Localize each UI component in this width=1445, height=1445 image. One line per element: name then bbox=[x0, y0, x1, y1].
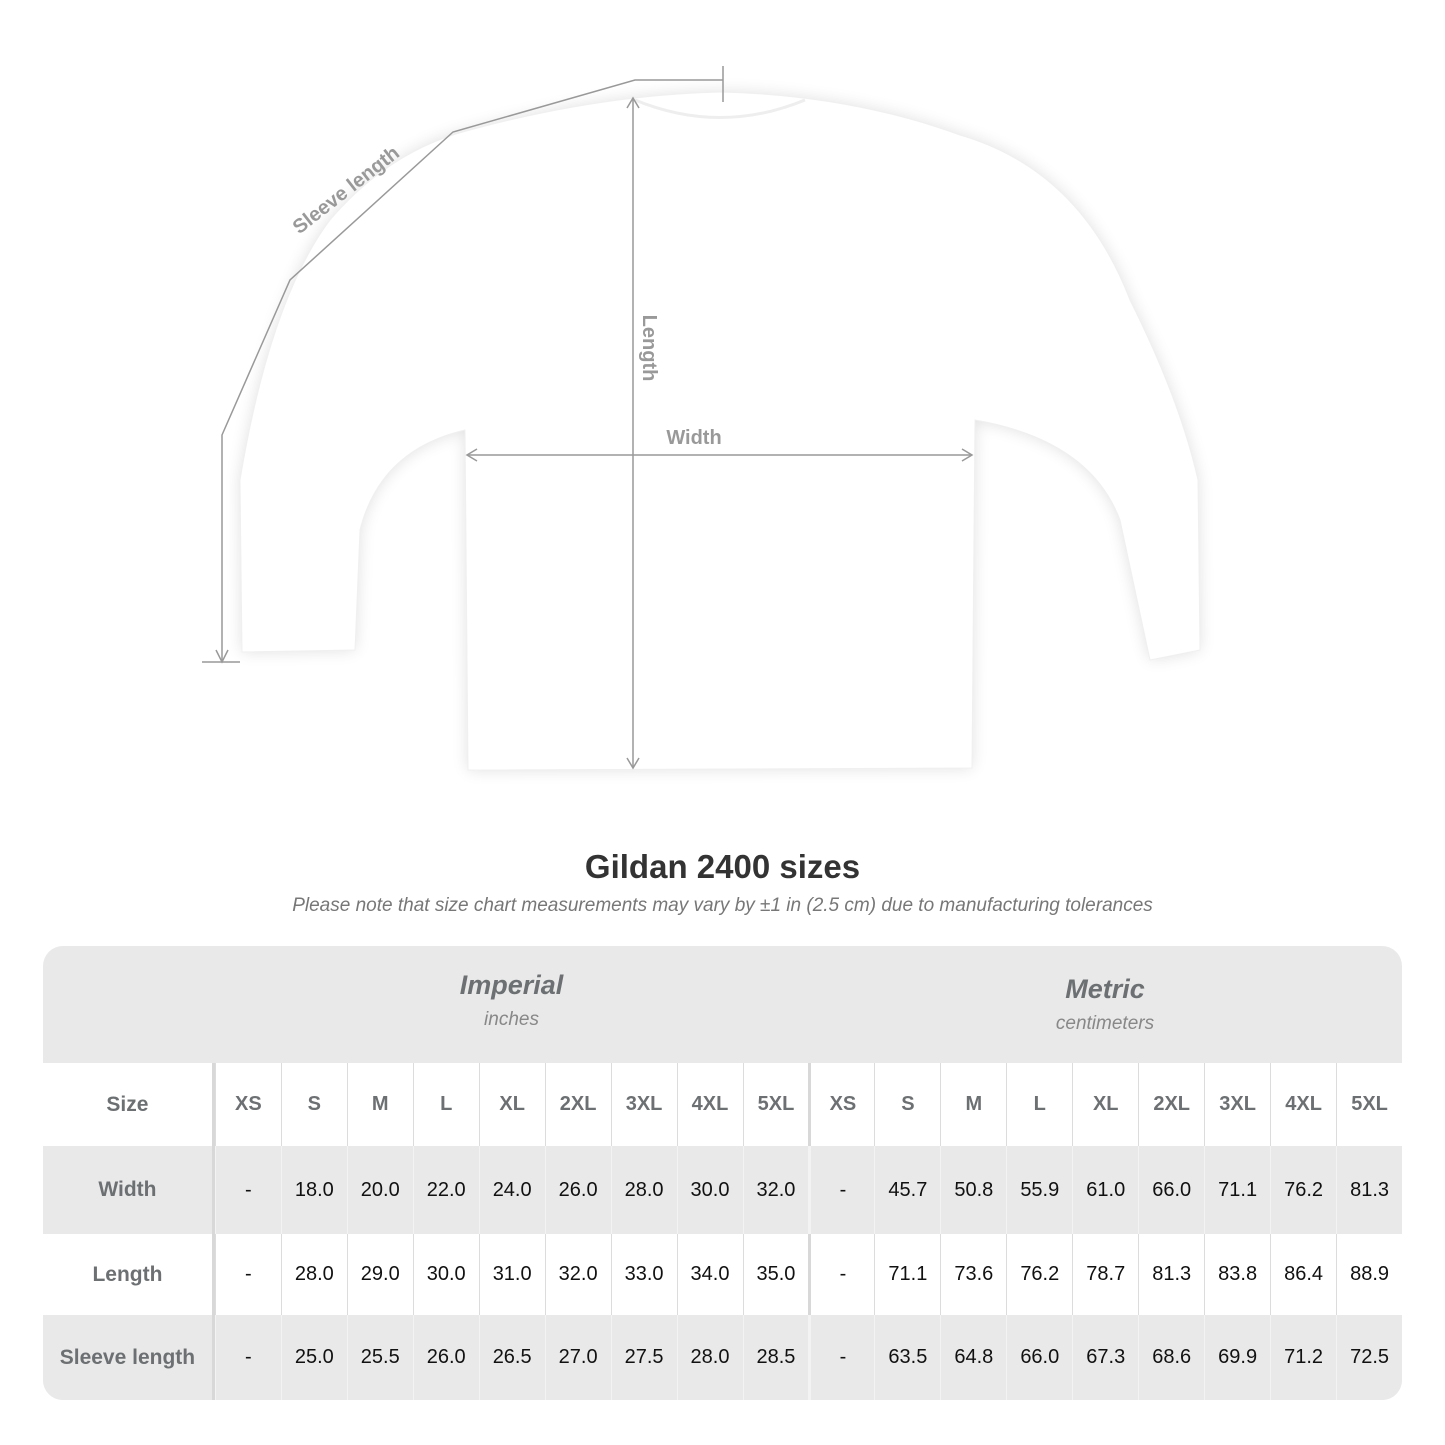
metric-value: 61.0 bbox=[1072, 1146, 1138, 1234]
size-header: XS bbox=[214, 1063, 281, 1146]
row-label: Width bbox=[43, 1146, 215, 1234]
table-row: Sleeve length -25.0 25.5 26.0 26.5 27.0 27.5 28… bbox=[43, 1315, 1402, 1400]
shirt-body bbox=[239, 91, 1201, 771]
size-header: M bbox=[346, 1063, 413, 1146]
imperial-value: 29.0 bbox=[346, 1234, 413, 1315]
metric-value: 86.4 bbox=[1270, 1234, 1336, 1315]
metric-value: 76.2 bbox=[1270, 1146, 1336, 1234]
imperial-value: 32.0 bbox=[544, 1234, 611, 1315]
metric-value: 63.5 bbox=[874, 1315, 940, 1400]
size-label: Size bbox=[43, 1063, 215, 1146]
size-header: 2XL bbox=[544, 1063, 611, 1146]
metric-value: 55.9 bbox=[1006, 1146, 1072, 1234]
metric-value: 45.7 bbox=[874, 1146, 940, 1234]
metric-value: 71.2 bbox=[1270, 1315, 1336, 1400]
metric-value: 72.5 bbox=[1336, 1315, 1402, 1400]
metric-value: 71.1 bbox=[1204, 1146, 1270, 1234]
size-header-row: Size XS S M L XL 2XL 3XL 4XL 5XL XS S M L XL 2XL 3XL 4XL 5… bbox=[43, 1063, 1402, 1146]
imperial-value: - bbox=[214, 1315, 281, 1400]
imperial-value: 24.0 bbox=[478, 1146, 545, 1234]
metric-value: - bbox=[808, 1234, 874, 1315]
metric-unit: centimeters bbox=[1055, 1013, 1155, 1034]
shirt-diagram: Sleeve length Length Width bbox=[202, 66, 1201, 771]
metric-value: 81.3 bbox=[1336, 1146, 1402, 1234]
metric-value: 64.8 bbox=[940, 1315, 1006, 1400]
imperial-value: 20.0 bbox=[346, 1146, 413, 1234]
imperial-value: 30.0 bbox=[676, 1146, 743, 1234]
row-label: Sleeve length bbox=[43, 1315, 215, 1400]
width-label: Width bbox=[666, 427, 721, 449]
size-header: 3XL bbox=[1204, 1063, 1270, 1146]
imperial-value: 34.0 bbox=[676, 1234, 743, 1315]
imperial-value: 26.5 bbox=[478, 1315, 545, 1400]
imperial-title: Imperial bbox=[459, 970, 564, 1000]
unit-header: Imperial inches Metric centimeters bbox=[43, 946, 1402, 1063]
size-header: 5XL bbox=[742, 1063, 809, 1146]
size-header: L bbox=[412, 1063, 479, 1146]
metric-value: 66.0 bbox=[1006, 1315, 1072, 1400]
size-header: M bbox=[940, 1063, 1006, 1146]
metric-value: 67.3 bbox=[1072, 1315, 1138, 1400]
size-header: XL bbox=[1072, 1063, 1138, 1146]
metric-value: 69.9 bbox=[1204, 1315, 1270, 1400]
size-header: S bbox=[874, 1063, 940, 1146]
metric-header: Metric centimeters bbox=[808, 974, 1402, 1035]
size-header: 5XL bbox=[1336, 1063, 1402, 1146]
sleeve-length-line bbox=[221, 79, 723, 660]
metric-value: 68.6 bbox=[1138, 1315, 1204, 1400]
size-header: S bbox=[280, 1063, 347, 1146]
metric-value: 66.0 bbox=[1138, 1146, 1204, 1234]
size-header: 4XL bbox=[1270, 1063, 1336, 1146]
imperial-value: - bbox=[214, 1146, 281, 1234]
imperial-value: 28.0 bbox=[610, 1146, 677, 1234]
metric-value: 73.6 bbox=[940, 1234, 1006, 1315]
table-row: Width -18.0 20.0 22.0 24.0 26.0 28.0 30.0 32.0-4… bbox=[43, 1146, 1402, 1234]
imperial-value: 27.5 bbox=[610, 1315, 677, 1400]
imperial-value: 25.5 bbox=[346, 1315, 413, 1400]
imperial-value: 25.0 bbox=[280, 1315, 347, 1400]
imperial-value: 31.0 bbox=[478, 1234, 545, 1315]
tolerance-note: Please note that size chart measurements… bbox=[292, 895, 1153, 916]
metric-title: Metric bbox=[1065, 974, 1145, 1004]
size-header: L bbox=[1006, 1063, 1072, 1146]
size-table: Imperial inches Metric centimeters Size X… bbox=[43, 946, 1402, 1400]
imperial-value: 32.0 bbox=[742, 1146, 809, 1234]
metric-value: - bbox=[808, 1315, 874, 1400]
imperial-unit: inches bbox=[484, 1009, 539, 1030]
size-header: XS bbox=[808, 1063, 874, 1146]
imperial-value: - bbox=[214, 1234, 281, 1315]
imperial-value: 28.0 bbox=[280, 1234, 347, 1315]
imperial-value: 35.0 bbox=[742, 1234, 809, 1315]
size-header: XL bbox=[478, 1063, 545, 1146]
length-label: Length bbox=[638, 315, 660, 382]
shirt-collar bbox=[634, 98, 806, 119]
size-header: 4XL bbox=[676, 1063, 743, 1146]
imperial-value: 28.5 bbox=[742, 1315, 809, 1400]
metric-value: 81.3 bbox=[1138, 1234, 1204, 1315]
metric-value: 71.1 bbox=[874, 1234, 940, 1315]
metric-value: 78.7 bbox=[1072, 1234, 1138, 1315]
size-header: 2XL bbox=[1138, 1063, 1204, 1146]
imperial-value: 18.0 bbox=[280, 1146, 347, 1234]
metric-value: - bbox=[808, 1146, 874, 1234]
table-row: Length -28.0 29.0 30.0 31.0 32.0 33.0 34.0 35.0-… bbox=[43, 1234, 1402, 1315]
imperial-value: 28.0 bbox=[676, 1315, 743, 1400]
imperial-value: 27.0 bbox=[544, 1315, 611, 1400]
metric-value: 88.9 bbox=[1336, 1234, 1402, 1315]
metric-value: 50.8 bbox=[940, 1146, 1006, 1234]
imperial-value: 33.0 bbox=[610, 1234, 677, 1315]
size-header: 3XL bbox=[610, 1063, 677, 1146]
imperial-value: 22.0 bbox=[412, 1146, 479, 1234]
imperial-value: 30.0 bbox=[412, 1234, 479, 1315]
metric-value: 76.2 bbox=[1006, 1234, 1072, 1315]
imperial-header: Imperial inches bbox=[215, 970, 808, 1031]
imperial-value: 26.0 bbox=[544, 1146, 611, 1234]
metric-value: 83.8 bbox=[1204, 1234, 1270, 1315]
row-label: Length bbox=[43, 1234, 215, 1315]
imperial-value: 26.0 bbox=[412, 1315, 479, 1400]
chart-title: Gildan 2400 sizes bbox=[584, 848, 861, 885]
